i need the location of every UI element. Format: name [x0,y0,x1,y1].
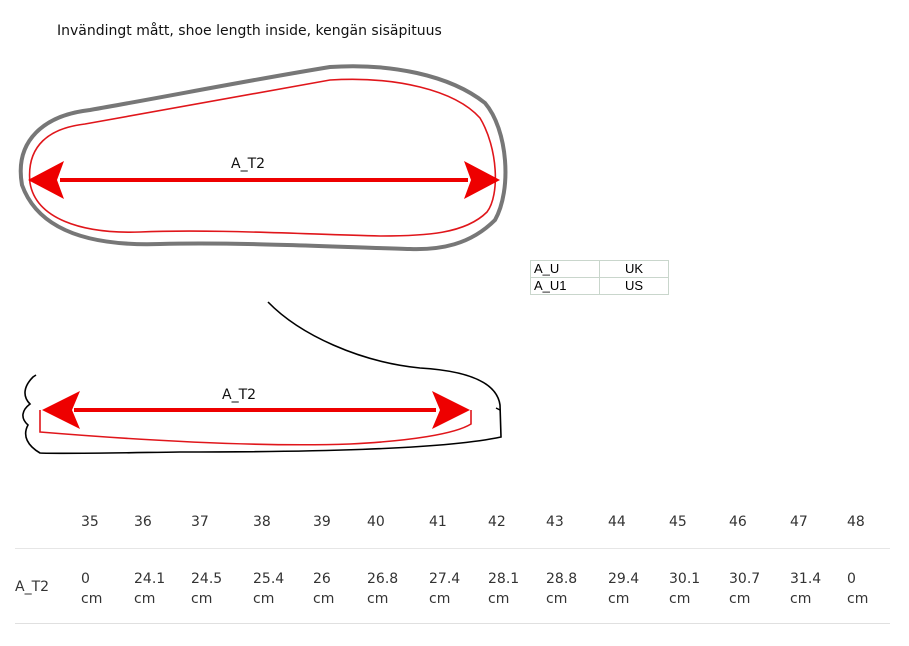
value-number: 29.4 [608,570,640,587]
side-view-insole [39,410,472,446]
value-cell: 28.1 cm [488,548,546,624]
size-header-cell: 45 [669,505,729,549]
size-header-cell: 47 [790,505,847,549]
top-view-arrow-head-left [28,161,64,199]
value-number: 27.4 [429,570,461,587]
code-cell: A_U1 [530,277,600,295]
top-view-label: A_T2 [231,156,265,172]
row-label: A_T2 [15,548,81,624]
region-code-table: A_U UK A_U1 US [530,260,669,295]
value-cell: 0 cm [81,548,134,624]
value-cell: 30.7 cm [729,548,790,624]
value-unit: cm [847,590,869,607]
value-cell: 0 cm [847,548,890,624]
value-unit: cm [669,590,691,607]
size-header-cell: 44 [608,505,669,549]
value-cell: 29.4 cm [608,548,669,624]
value-cell: 28.8 cm [546,548,608,624]
value-number: 30.7 [729,570,761,587]
size-header-cell: 41 [429,505,488,549]
value-unit: cm [253,590,275,607]
value-cell: 27.4 cm [429,548,488,624]
value-unit: cm [367,590,389,607]
top-view-inner-outline [28,78,497,237]
value-number: 28.1 [488,570,520,587]
region-cell: US [599,277,669,295]
page-title: Invändingt mått, shoe length inside, ken… [57,23,442,39]
size-header-cell: 40 [367,505,429,549]
top-view-arrow-head-right [464,161,500,199]
value-cell: 26.8 cm [367,548,429,624]
value-number: 24.1 [134,570,166,587]
size-header-cell: 43 [546,505,608,549]
shoe-diagram: A_T2 A_T2 [18,64,508,455]
value-unit: cm [790,590,812,607]
side-view-tip [495,407,501,411]
value-unit: cm [546,590,568,607]
value-cell: 31.4 cm [790,548,847,624]
value-number: 30.1 [669,570,701,587]
value-cell: 24.1 cm [134,548,191,624]
value-number: 26 [313,570,331,587]
value-cell: 24.5 cm [191,548,253,624]
header-blank-cell [15,505,81,549]
top-view-outer-outline [18,64,508,252]
side-view-arrow-head-right [432,391,470,429]
size-header-cell: 39 [313,505,367,549]
value-number: 25.4 [253,570,285,587]
value-number: 31.4 [790,570,822,587]
value-unit: cm [134,590,156,607]
value-cell: 25.4 cm [253,548,313,624]
side-view-label: A_T2 [222,387,256,403]
size-value-row: A_T2 0 cm 24.1 cm 24.5 cm 25.4 cm 26 cm 26.8 c… [15,548,890,624]
value-cell: 26 cm [313,548,367,624]
size-header-cell: 42 [488,505,546,549]
value-number: 0 [847,570,856,587]
side-view-arrow-head-left [42,391,80,429]
value-number: 28.8 [546,570,578,587]
size-header-cell: 35 [81,505,134,549]
region-code-row: A_U UK [530,260,669,278]
region-cell: UK [599,260,669,278]
value-unit: cm [729,590,751,607]
size-header-cell: 37 [191,505,253,549]
value-cell: 30.1 cm [669,548,729,624]
value-unit: cm [313,590,335,607]
size-header-row: 35 36 37 38 39 40 41 42 43 44 45 46 47 4… [15,505,890,549]
value-unit: cm [81,590,103,607]
size-header-cell: 36 [134,505,191,549]
code-cell: A_U [530,260,600,278]
value-unit: cm [429,590,451,607]
size-header-cell: 48 [847,505,890,549]
value-unit: cm [191,590,213,607]
value-unit: cm [608,590,630,607]
size-header-cell: 46 [729,505,790,549]
side-view-profile [22,301,502,455]
value-number: 24.5 [191,570,223,587]
size-table: 35 36 37 38 39 40 41 42 43 44 45 46 47 4… [15,505,890,624]
size-header-cell: 38 [253,505,313,549]
value-unit: cm [488,590,510,607]
value-number: 0 [81,570,90,587]
region-code-row: A_U1 US [530,277,669,295]
value-number: 26.8 [367,570,399,587]
